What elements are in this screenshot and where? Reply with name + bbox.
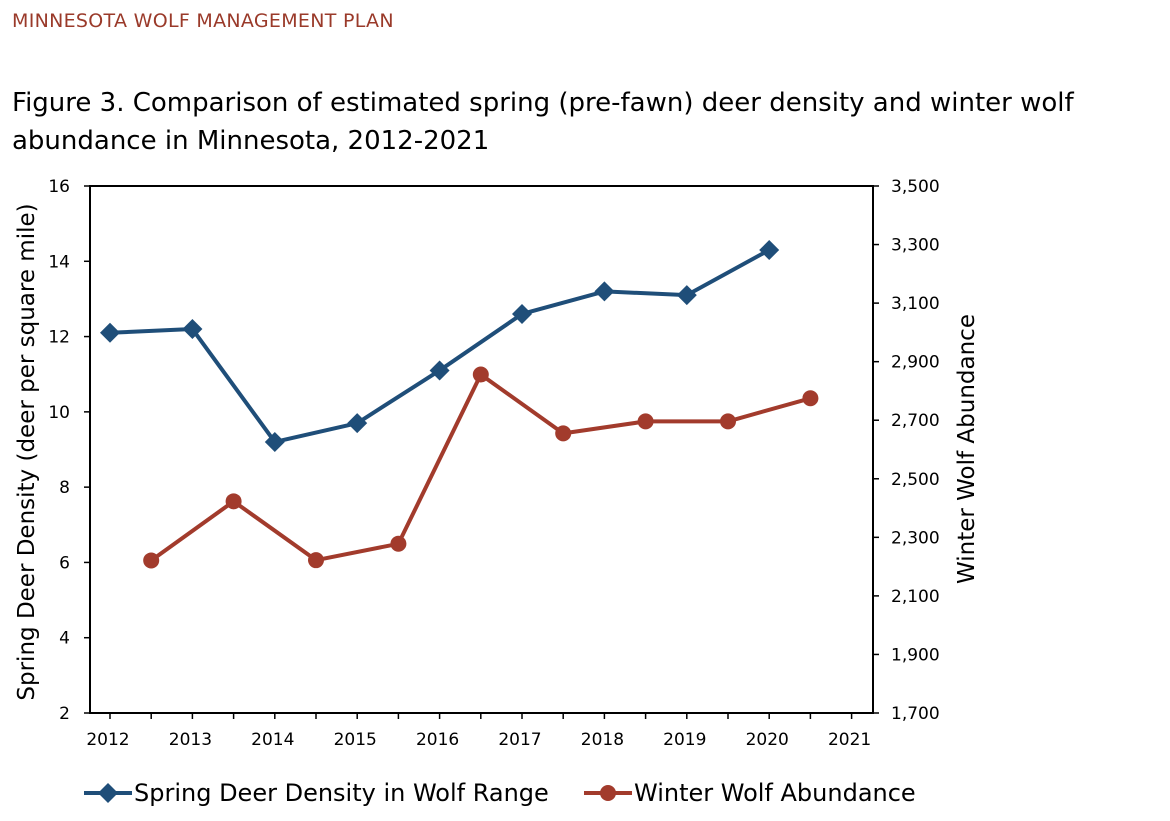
right-y-tick-label: 1,700	[891, 704, 940, 724]
data-point-circle	[472, 366, 489, 383]
data-point-diamond	[100, 322, 120, 343]
data-point-circle	[308, 552, 324, 569]
data-point-diamond	[512, 303, 532, 324]
data-point-circle	[390, 535, 407, 552]
right-y-tick-label: 2,100	[891, 587, 940, 607]
left-y-tick-label: 8	[59, 478, 70, 498]
data-point-diamond	[594, 281, 615, 302]
data-point-diamond	[347, 413, 368, 434]
x-tick-label: 2021	[828, 730, 871, 750]
legend: Spring Deer Density in Wolf Range Winter …	[84, 779, 916, 807]
data-point-circle	[225, 493, 242, 510]
right-y-tick-label: 1,900	[891, 645, 940, 665]
series-line	[150, 372, 811, 563]
data-point-diamond	[676, 285, 697, 306]
left-y-tick-label: 6	[59, 553, 70, 573]
x-tick-label: 2018	[581, 730, 624, 750]
figure-title: Figure 3. Comparison of estimated spring…	[12, 88, 1074, 156]
left-y-tick-label: 12	[48, 328, 70, 348]
data-point-circle	[720, 413, 736, 430]
data-point-diamond	[759, 239, 780, 260]
plot-area	[89, 185, 874, 714]
data-point-circle	[802, 390, 819, 407]
right-y-tick-label: 3,300	[891, 236, 940, 256]
legend-marker-circle	[600, 785, 616, 801]
left-y-tick-label: 14	[48, 252, 70, 272]
left-y-tick-label: 2	[59, 704, 70, 724]
left-y-tick-label: 4	[59, 629, 70, 649]
right-y-axis-ticks: 1,700 1,900 2,100 2,300 2,500 2,700 2,900 3,100…	[873, 177, 940, 724]
x-tick-label: 2015	[334, 730, 377, 750]
x-tick-label: 2013	[169, 730, 212, 750]
data-point-diamond	[182, 319, 203, 340]
data-point-circle	[555, 425, 572, 442]
x-tick-label: 2016	[416, 730, 459, 750]
legend-label: Winter Wolf Abundance	[634, 779, 916, 807]
x-axis-ticks: 2012 2013 2014 2015 2016 2017 2018 2019 2020 2021	[86, 713, 871, 750]
data-point-diamond	[264, 431, 285, 452]
right-y-tick-label: 2,900	[891, 353, 940, 373]
right-y-tick-label: 3,500	[891, 177, 940, 197]
right-y-tick-label: 3,100	[891, 294, 940, 314]
left-y-tick-label: 10	[48, 403, 70, 423]
x-tick-label: 2017	[498, 730, 541, 750]
series-layer	[100, 239, 819, 569]
right-y-tick-label: 2,500	[891, 470, 940, 490]
x-tick-label: 2019	[663, 730, 706, 750]
series-line	[109, 248, 771, 444]
legend-label: Spring Deer Density in Wolf Range	[134, 779, 549, 807]
left-y-tick-label: 16	[48, 177, 70, 197]
legend-marker-diamond	[98, 783, 118, 803]
left-y-axis-label: Spring Deer Density (deer per square mil…	[14, 203, 40, 700]
data-point-circle	[143, 552, 160, 569]
left-y-axis-ticks: 2 4 6 8 10 12 14 16	[48, 177, 90, 724]
right-y-tick-label: 2,700	[891, 411, 940, 431]
x-tick-label: 2020	[746, 730, 789, 750]
data-point-circle	[637, 413, 654, 430]
right-y-tick-label: 2,300	[891, 528, 940, 548]
right-y-axis-label: Winter Wolf Abundance	[954, 314, 980, 584]
x-tick-label: 2012	[86, 730, 129, 750]
x-tick-label: 2014	[251, 730, 294, 750]
document-header: MINNESOTA WOLF MANAGEMENT PLAN	[12, 10, 394, 32]
data-point-diamond	[429, 360, 450, 381]
